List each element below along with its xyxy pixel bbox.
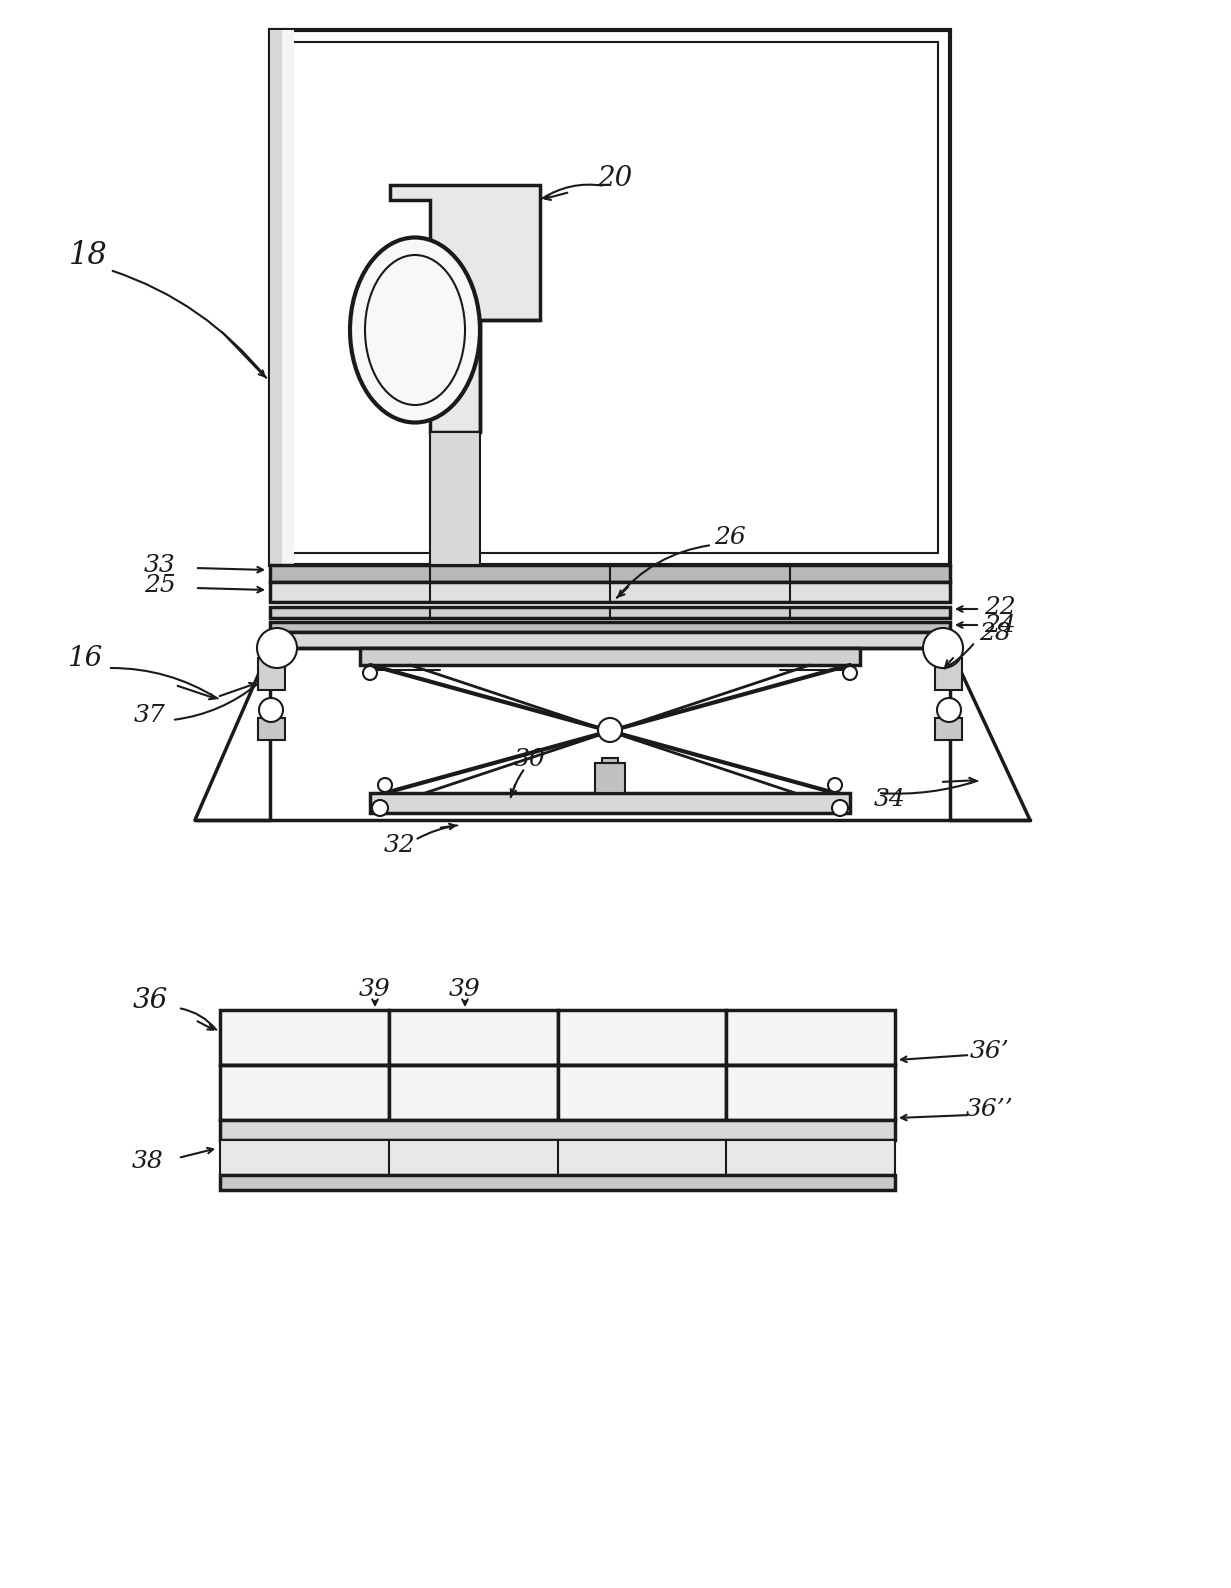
Bar bbox=[270, 581, 950, 602]
Bar bbox=[602, 757, 618, 762]
Text: 34: 34 bbox=[874, 789, 906, 811]
Circle shape bbox=[598, 718, 622, 742]
Text: 30: 30 bbox=[515, 748, 545, 772]
Bar bbox=[270, 565, 950, 581]
Ellipse shape bbox=[350, 238, 480, 422]
Bar bbox=[936, 657, 961, 691]
Bar bbox=[270, 607, 950, 618]
Text: 24: 24 bbox=[984, 613, 1016, 637]
Bar bbox=[726, 1066, 895, 1120]
Bar bbox=[286, 632, 936, 648]
Text: 16: 16 bbox=[68, 645, 102, 672]
Bar bbox=[220, 1175, 895, 1189]
Text: 36: 36 bbox=[133, 986, 167, 1013]
Text: 32: 32 bbox=[384, 834, 416, 856]
Bar bbox=[259, 718, 286, 740]
Text: 33: 33 bbox=[144, 554, 176, 578]
Bar bbox=[389, 1066, 558, 1120]
Bar bbox=[558, 1010, 726, 1066]
Bar bbox=[270, 622, 950, 632]
Bar bbox=[220, 1120, 895, 1140]
Circle shape bbox=[832, 800, 848, 816]
Circle shape bbox=[923, 627, 963, 669]
Text: 25: 25 bbox=[144, 575, 176, 597]
Polygon shape bbox=[390, 184, 540, 432]
Bar bbox=[726, 1010, 895, 1066]
Circle shape bbox=[937, 699, 961, 723]
Bar bbox=[359, 648, 860, 665]
Bar bbox=[220, 1140, 895, 1175]
Text: 36’: 36’ bbox=[970, 1040, 1009, 1064]
Bar bbox=[282, 30, 294, 565]
Text: 22: 22 bbox=[984, 596, 1016, 618]
Circle shape bbox=[378, 778, 391, 792]
Bar bbox=[270, 30, 282, 565]
Bar bbox=[220, 1066, 389, 1120]
Circle shape bbox=[257, 627, 297, 669]
Text: 38: 38 bbox=[132, 1150, 164, 1174]
Circle shape bbox=[363, 665, 377, 680]
Text: 39: 39 bbox=[359, 978, 391, 1002]
Bar bbox=[936, 718, 961, 740]
Circle shape bbox=[828, 778, 842, 792]
Bar bbox=[389, 1010, 558, 1066]
Text: 37: 37 bbox=[134, 703, 166, 726]
Circle shape bbox=[843, 665, 857, 680]
Bar bbox=[259, 657, 286, 691]
Bar bbox=[430, 432, 480, 565]
Text: 18: 18 bbox=[69, 240, 107, 270]
Bar bbox=[270, 30, 950, 565]
Circle shape bbox=[372, 800, 388, 816]
Text: 26: 26 bbox=[714, 526, 746, 548]
Circle shape bbox=[259, 699, 283, 723]
Bar bbox=[595, 762, 625, 792]
Bar bbox=[558, 1066, 726, 1120]
Text: 39: 39 bbox=[449, 978, 481, 1002]
Text: 36’’: 36’’ bbox=[966, 1099, 1014, 1121]
Text: 28: 28 bbox=[979, 621, 1011, 645]
Bar bbox=[220, 1010, 389, 1066]
Bar bbox=[371, 792, 849, 813]
Bar bbox=[282, 41, 938, 553]
Text: 20: 20 bbox=[597, 165, 633, 192]
